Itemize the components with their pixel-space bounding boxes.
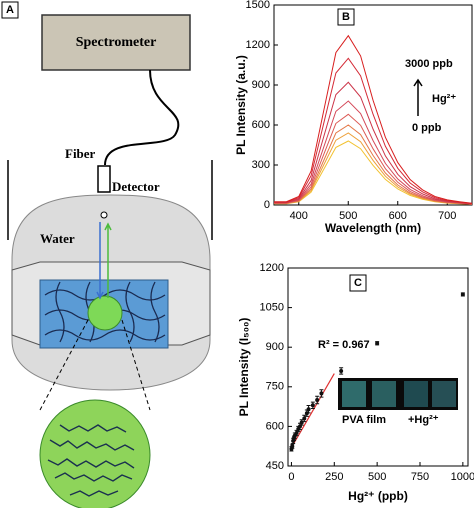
y-tick-label: 1500 — [246, 0, 270, 11]
panel-label: B — [342, 11, 350, 23]
annotation: 0 ppb — [412, 122, 442, 134]
water-label: Water — [40, 231, 75, 246]
panel-label: A — [6, 4, 14, 16]
plot-frame — [287, 267, 469, 467]
y-axis-title: PL Intensity (a.u.) — [234, 55, 248, 155]
spectrum-line — [274, 113, 473, 205]
x-axis-title: Wavelength (nm) — [325, 221, 421, 235]
y-tick-label: 900 — [266, 341, 284, 353]
x-tick-label: 400 — [290, 210, 308, 222]
detector-tip — [100, 211, 108, 219]
y-tick-label: 0 — [264, 199, 270, 211]
data-point — [310, 403, 315, 408]
y-axis-title: PL Intensity (I₅₀₀) — [237, 318, 251, 417]
sensor-spot — [87, 295, 123, 331]
spectrum-line — [274, 81, 473, 205]
detector-label: Detector — [112, 179, 160, 194]
inset-patch — [372, 381, 396, 407]
data-point — [460, 292, 465, 297]
container — [7, 160, 213, 240]
annotation: 3000 ppb — [405, 58, 453, 70]
data-point — [319, 391, 324, 396]
emission-arrow — [104, 222, 112, 298]
y-tick-label: 600 — [266, 420, 284, 432]
panel-label: C — [354, 277, 362, 289]
fiber-cable — [104, 69, 180, 166]
data-point — [339, 368, 344, 373]
fiber-label: Fiber — [65, 146, 96, 161]
data-point — [306, 407, 311, 412]
x-tick-label: 700 — [438, 210, 456, 222]
inset-patch — [342, 381, 366, 407]
y-tick-label: 1200 — [260, 262, 284, 274]
y-tick-label: 1050 — [260, 302, 284, 314]
fit-line — [290, 373, 335, 448]
data-point — [299, 420, 304, 425]
x-tick-label: 500 — [339, 210, 357, 222]
trend-arrow — [413, 78, 423, 116]
inset-patch — [432, 381, 456, 407]
data-point — [290, 444, 295, 449]
y-tick-label: 750 — [266, 381, 284, 393]
spectrum-line — [274, 34, 473, 204]
spectrometer-label: Spectrometer — [76, 35, 157, 50]
annotation: Hg²⁺ — [432, 93, 456, 105]
panel-box — [1, 1, 19, 19]
annotation: +Hg²⁺ — [408, 414, 439, 426]
detector — [97, 165, 111, 193]
data-point — [302, 416, 307, 421]
x-tick-label: 0 — [288, 471, 294, 483]
panel-box — [337, 8, 355, 26]
y-tick-label: 600 — [252, 119, 270, 131]
x-tick-label: 250 — [325, 471, 343, 483]
x-tick-label: 750 — [411, 471, 429, 483]
x-axis-title: Hg²⁺ (ppb) — [348, 489, 408, 503]
zoom-network — [47, 424, 135, 497]
y-tick-label: 450 — [266, 460, 284, 472]
y-tick-label: 900 — [252, 79, 270, 91]
plot-frame — [273, 4, 473, 206]
zoom-lines — [39, 319, 151, 411]
spectrum-line — [274, 100, 473, 205]
x-tick-label: 500 — [368, 471, 386, 483]
x-tick-label: 600 — [389, 210, 407, 222]
excitation-arrow — [96, 222, 104, 300]
spectrum-line — [274, 57, 473, 204]
y-tick-label: 300 — [252, 159, 270, 171]
zoom-circle — [39, 399, 151, 508]
panel-box — [349, 274, 367, 292]
annotation: PVA film — [342, 414, 386, 426]
y-tick-label: 1200 — [246, 39, 270, 51]
data-point — [315, 398, 320, 402]
x-tick-label: 1000 — [451, 471, 474, 483]
annotation: R² = 0.967 — [318, 339, 370, 351]
spectrometer-box — [41, 14, 191, 71]
panel-a: A Spectrometer Fiber Detector Water — [1, 1, 213, 508]
charts: 0 300 600 900 1200 1500 400 500 600 700 Wavelength… — [234, 0, 474, 503]
data-point — [375, 341, 380, 346]
inset-patch — [404, 381, 428, 407]
